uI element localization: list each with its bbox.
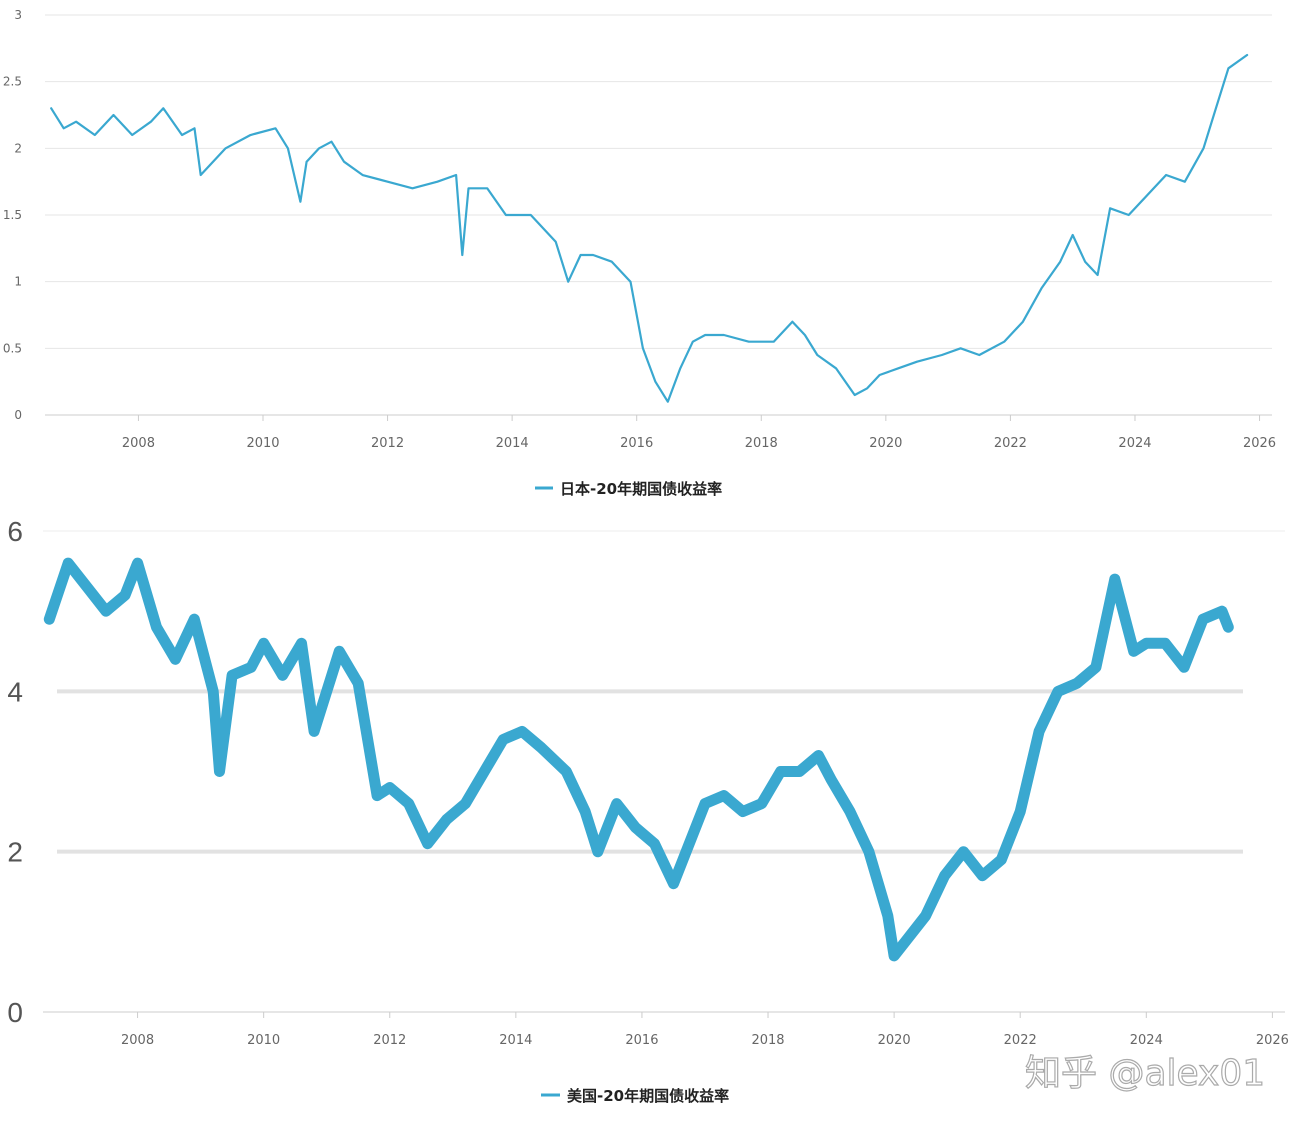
top-y-tick-label: 3	[14, 8, 22, 22]
top-chart-series	[50, 53, 1249, 403]
bottom-chart-gridlines	[43, 530, 1285, 854]
bottom-chart-series	[43, 557, 1234, 962]
bottom-x-tick-label: 2008	[121, 1033, 154, 1048]
bottom-y-tick-label: 6	[7, 516, 23, 547]
top-y-tick-label: 0.5	[3, 341, 22, 355]
bottom-series-line	[43, 557, 1234, 962]
top-x-tick-label: 2012	[371, 436, 404, 451]
bottom-x-tick-label: 2026	[1256, 1033, 1289, 1048]
top-y-tick-label: 2	[14, 141, 22, 155]
watermark-text: 知乎 @alex01	[1025, 1053, 1265, 1094]
top-chart-x-axis: 2008 2010 2012 2014 2016 2018 2020 2022 2024 2026	[122, 415, 1276, 451]
bottom-x-tick-label: 2014	[499, 1033, 532, 1048]
top-y-tick-label: 2.5	[3, 75, 22, 89]
bottom-y-tick-label: 0	[7, 997, 23, 1028]
top-x-tick-label: 2016	[620, 436, 653, 451]
top-x-tick-label: 2022	[994, 436, 1027, 451]
top-x-tick-label: 2024	[1118, 436, 1151, 451]
top-x-tick-label: 2026	[1243, 436, 1276, 451]
bottom-x-tick-label: 2010	[247, 1033, 280, 1048]
bottom-x-tick-label: 2022	[1004, 1033, 1037, 1048]
top-x-tick-label: 2008	[122, 436, 155, 451]
bottom-x-tick-label: 2020	[878, 1033, 911, 1048]
top-series-line	[50, 53, 1249, 403]
bottom-chart-legend[interactable]: 美国-20年期国债收益率	[541, 1087, 729, 1105]
top-y-tick-label: 1	[14, 275, 22, 289]
bottom-chart-x-axis: 2008 2010 2012 2014 2016 2018 2020 2022 2024 2026	[121, 1012, 1289, 1048]
top-x-tick-label: 2018	[745, 436, 778, 451]
top-x-tick-label: 2020	[869, 436, 902, 451]
bottom-x-tick-label: 2024	[1130, 1033, 1163, 1048]
bottom-x-tick-label: 2018	[751, 1033, 784, 1048]
bottom-x-tick-label: 2012	[373, 1033, 406, 1048]
bottom-chart-y-axis: 0 2 4 6	[7, 516, 23, 1028]
top-chart-y-axis: 0 0.5 1 1.5 2 2.5 3	[3, 8, 22, 422]
bottom-legend-label: 美国-20年期国债收益率	[567, 1087, 729, 1105]
top-x-tick-label: 2014	[496, 436, 529, 451]
top-chart-legend[interactable]: 日本-20年期国债收益率	[535, 480, 722, 498]
top-y-tick-label: 1.5	[3, 208, 22, 222]
bottom-y-tick-label: 2	[7, 837, 23, 868]
top-chart-gridlines	[45, 14, 1272, 349]
top-x-tick-label: 2010	[246, 436, 279, 451]
top-legend-label: 日本-20年期国债收益率	[560, 480, 722, 498]
bottom-x-tick-label: 2016	[625, 1033, 658, 1048]
bottom-y-tick-label: 4	[7, 676, 23, 707]
top-y-tick-label: 0	[14, 408, 22, 422]
